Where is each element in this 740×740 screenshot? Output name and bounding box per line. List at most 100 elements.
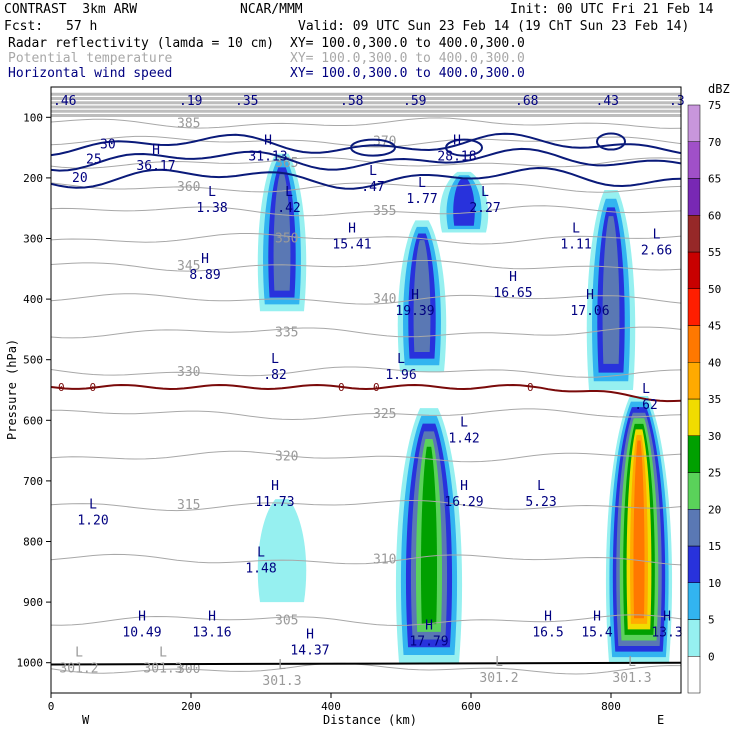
wind-closed-contour-1 <box>350 138 396 157</box>
zero-isotherm-label-1: 0 <box>58 381 65 394</box>
wind-extremum-value-30: 15.4 <box>581 625 612 640</box>
org-label: NCAR/MMM <box>240 2 303 17</box>
reflectivity-cell-2-band-4 <box>413 240 431 353</box>
theta-contour-label-330: 330 <box>177 365 200 380</box>
wind-boundary-value-5: .59 <box>403 94 426 109</box>
theta-contour-label-315: 315 <box>177 498 200 513</box>
theta-contour-350 <box>51 233 681 245</box>
wind-extremum-value-1: 36.17 <box>136 159 175 174</box>
reflectivity-cell-4-band-4 <box>602 216 620 364</box>
colorbar-label-40: 40 <box>708 356 721 369</box>
colorbar-swatch-45 <box>687 325 701 363</box>
y-tick-label-300: 300 <box>23 233 43 246</box>
theta-extremum-type-2: L <box>159 646 167 661</box>
wind-extremum-type-2: H <box>264 134 272 149</box>
y-tick-label-200: 200 <box>23 172 43 185</box>
field-xy-wind: XY= 100.0,300.0 to 400.0,300.0 <box>290 66 525 81</box>
theta-contour-355 <box>51 205 681 217</box>
model-label: CONTRAST 3km ARW <box>4 2 138 17</box>
colorbar-label-20: 20 <box>708 503 721 516</box>
zero-isotherm-label-5: 0 <box>527 381 534 394</box>
wind-contour-label-30: 30 <box>100 138 116 153</box>
colorbar-label-30: 30 <box>708 430 721 443</box>
wind-extremum-value-13: 16.65 <box>493 286 532 301</box>
colorbar-unit: dBZ <box>708 82 730 96</box>
y-tick-label-900: 900 <box>23 596 43 609</box>
wind-contour-label-25: 25 <box>86 153 102 168</box>
wind-extremum-type-27: H <box>306 628 314 643</box>
wind-extremum-value-8: 2.27 <box>469 201 500 216</box>
wind-extremum-value-16: .82 <box>263 368 286 383</box>
theta-contour-345 <box>51 260 681 272</box>
colorbar-swatch-60 <box>687 215 701 253</box>
theta-contour-label-305: 305 <box>275 613 298 628</box>
theta-contour-label-365: 365 <box>275 156 298 171</box>
wind-contour-25 <box>51 147 681 172</box>
reflectivity-cell-7-band-1 <box>257 499 307 603</box>
field-xy-reflectivity: XY= 100.0,300.0 to 400.0,300.0 <box>290 36 525 51</box>
wind-extremum-type-31: H <box>663 609 671 624</box>
wind-extremum-type-4: H <box>453 134 461 149</box>
wind-extremum-type-5: L <box>208 185 216 200</box>
colorbar-swatch-35 <box>687 398 701 436</box>
theta-extremum-value-2: 301.3 <box>143 662 182 677</box>
theta-contour-385 <box>51 117 681 129</box>
wind-extremum-type-13: H <box>509 270 517 285</box>
wind-extremum-type-12: H <box>201 252 209 267</box>
wind-extremum-type-30: H <box>593 609 601 624</box>
colorbar-label-75: 75 <box>708 99 721 112</box>
y-tick-label-800: 800 <box>23 536 43 549</box>
theta-contour-label-340: 340 <box>373 292 396 307</box>
theta-contour-label-350: 350 <box>275 232 298 247</box>
wind-extremum-type-29: H <box>544 609 552 624</box>
wind-extremum-value-20: 11.73 <box>255 495 294 510</box>
theta-extremum-type-4: L <box>495 655 503 670</box>
wind-extremum-value-15: 17.06 <box>570 304 609 319</box>
y-tick-label-600: 600 <box>23 414 43 427</box>
theta-contour-360 <box>51 182 681 193</box>
theta-contour-label-345: 345 <box>177 259 200 274</box>
colorbar-swatch-10 <box>687 582 701 620</box>
wind-extremum-type-21: H <box>460 479 468 494</box>
colorbar-swatch-5 <box>687 619 701 657</box>
wind-extremum-type-11: L <box>653 228 661 243</box>
y-tick-label-400: 400 <box>23 293 43 306</box>
reflectivity-cell-3-band-3 <box>453 178 475 226</box>
theta-contour-365 <box>51 156 681 169</box>
wind-extremum-value-4: 28.18 <box>437 150 476 165</box>
wind-extremum-type-16: L <box>271 352 279 367</box>
theta-contour-315 <box>51 500 681 512</box>
y-axis-title: Pressure (hPa) <box>5 339 19 440</box>
reflectivity-layer <box>257 153 673 663</box>
wind-extremum-value-19: 1.42 <box>448 431 479 446</box>
theta-extremum-value-4: 301.2 <box>479 671 518 686</box>
wind-boundary-value-6: .68 <box>515 94 538 109</box>
wind-extremum-value-11: 2.66 <box>641 244 672 259</box>
wind-extremum-value-2: 31.13 <box>248 150 287 165</box>
zero-isotherm-label-3: 0 <box>338 381 345 394</box>
theta-contour-335 <box>51 326 681 339</box>
colorbar-label-50: 50 <box>708 283 721 296</box>
theta-contour-310 <box>51 553 681 566</box>
wind-extremum-type-24: L <box>257 546 265 561</box>
wind-extremum-value-28: 17.79 <box>409 634 448 649</box>
theta-contour-label-355: 355 <box>373 204 396 219</box>
wind-extremum-type-20: H <box>271 479 279 494</box>
wind-contour-20 <box>51 166 681 190</box>
zero-isotherm-label-2: 0 <box>90 381 97 394</box>
valid-label: Valid: 09 UTC Sun 23 Feb 14 (19 ChT Sun … <box>298 19 690 34</box>
theta-contour-label-310: 310 <box>373 553 396 568</box>
wind-extremum-type-22: L <box>537 479 545 494</box>
y-tick-label-100: 100 <box>23 111 43 124</box>
wind-extremum-type-6: L <box>285 185 293 200</box>
colorbar-swatch-20 <box>687 509 701 547</box>
field-xy-theta: XY= 100.0,300.0 to 400.0,300.0 <box>290 51 525 66</box>
theta-contour-label-385: 385 <box>177 116 200 131</box>
wind-extremum-value-12: 8.89 <box>189 268 220 283</box>
wind-extremum-value-9: 15.41 <box>332 238 371 253</box>
wind-extremum-type-14: H <box>411 288 419 303</box>
wind-extremum-type-19: L <box>460 415 468 430</box>
colorbar-label-15: 15 <box>708 540 721 553</box>
